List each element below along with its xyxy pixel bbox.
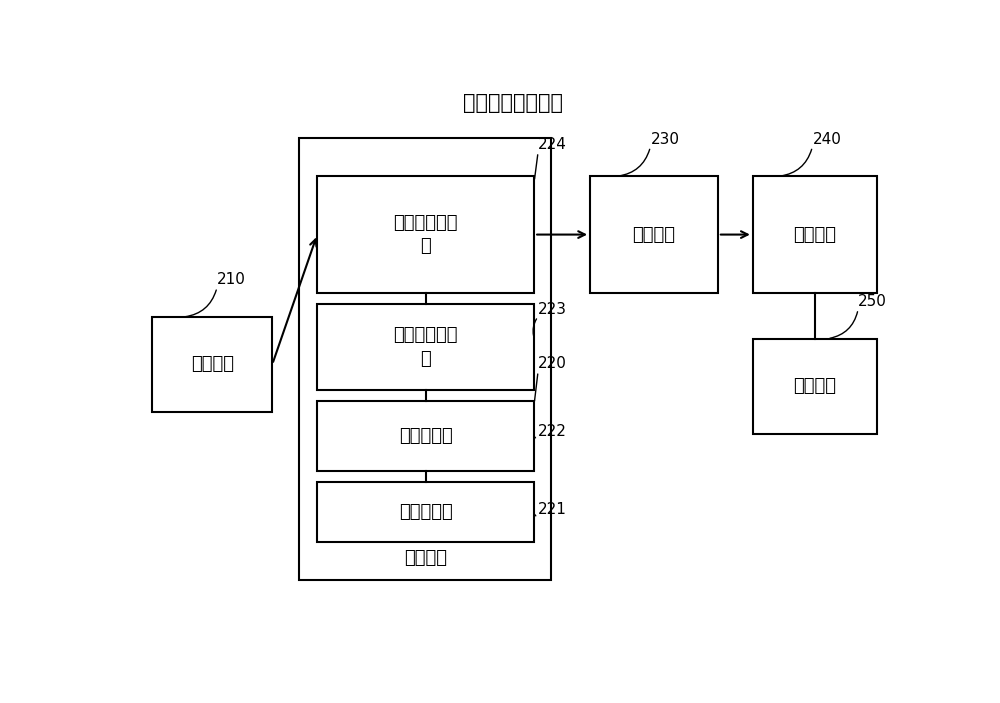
Bar [299, 138, 551, 580]
Bar [317, 401, 534, 472]
Text: 220: 220 [538, 356, 567, 371]
Bar [590, 176, 718, 292]
Text: 统计子单元: 统计子单元 [399, 503, 453, 521]
Text: 230: 230 [650, 131, 679, 147]
Text: 判断单元: 判断单元 [793, 377, 836, 395]
Text: 250: 250 [858, 294, 887, 309]
Bar [152, 317, 272, 412]
Text: 222: 222 [538, 424, 567, 439]
Text: 223: 223 [538, 302, 567, 316]
Text: 第二确定子单
元: 第二确定子单 元 [393, 214, 458, 255]
Text: 210: 210 [217, 272, 246, 288]
Text: 判断单元: 判断单元 [793, 226, 836, 243]
Text: 统计单元: 统计单元 [632, 226, 675, 243]
Text: 划分单元: 划分单元 [191, 356, 234, 373]
Bar [753, 339, 877, 434]
Text: 噪点变化判断装置: 噪点变化判断装置 [462, 93, 562, 113]
Bar [317, 176, 534, 292]
Bar [317, 304, 534, 390]
Text: 221: 221 [538, 503, 567, 517]
Text: 第一确定子单
元: 第一确定子单 元 [393, 326, 458, 368]
Bar [753, 176, 877, 292]
Text: 224: 224 [538, 137, 567, 152]
Text: 240: 240 [812, 131, 841, 147]
Text: 确定单元: 确定单元 [404, 549, 447, 567]
Text: 筛选子单元: 筛选子单元 [399, 427, 453, 445]
Bar [317, 482, 534, 542]
